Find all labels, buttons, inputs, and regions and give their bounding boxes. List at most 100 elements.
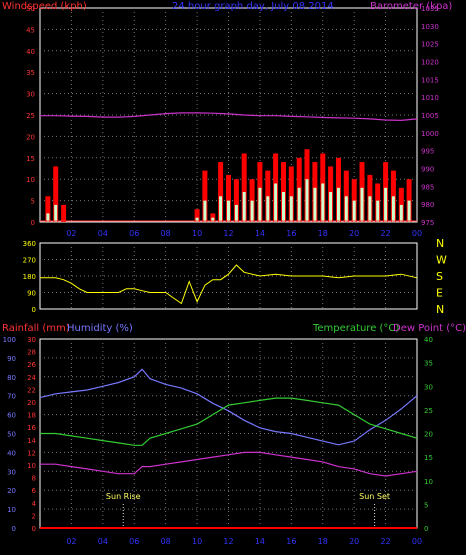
compass-label: N <box>436 237 444 250</box>
rain-tick-label: 12 <box>27 449 36 457</box>
rain-tick-label: 0 <box>32 525 36 533</box>
rain-tick-label: 18 <box>27 412 36 420</box>
wind-speed-bar <box>242 192 246 222</box>
rain-tick-label: 2 <box>32 512 36 520</box>
barometer-tick-label: 1025 <box>421 41 439 49</box>
temperature-tick-label: 20 <box>424 431 433 439</box>
windspeed-tick-label: 45 <box>26 26 35 34</box>
humidity-tick-label: 10 <box>7 506 16 514</box>
rain-tick-label: 16 <box>27 424 36 432</box>
windspeed-tick-label: 5 <box>31 198 35 206</box>
humidity-tick-label: 50 <box>7 431 16 439</box>
wind-speed-bar <box>195 217 199 222</box>
x-tick-label: 14 <box>255 537 265 546</box>
wind-speed-bar <box>337 187 340 222</box>
x-tick-label: 00 <box>412 537 422 546</box>
wind-pressure-panel: 0510152025303540455097598098599099510001… <box>2 1 452 238</box>
panel2-series <box>40 264 418 305</box>
wind-gust-bar <box>202 170 208 222</box>
humidity-tick-label: 40 <box>7 449 16 457</box>
compass-label: W <box>436 254 447 267</box>
wind-speed-bar <box>344 196 348 222</box>
x-tick-label: 12 <box>223 229 233 238</box>
x-tick-label: 12 <box>223 537 233 546</box>
wind-speed-bar <box>46 213 50 222</box>
wind-speed-bar <box>234 204 238 222</box>
wind-gust-bar <box>241 153 247 222</box>
panel1-ticks: 0510152025303540455097598098599099510001… <box>26 5 439 238</box>
wind-speed-bar <box>219 196 223 222</box>
x-tick-label: 08 <box>161 229 171 238</box>
wind-speed-bar <box>289 196 293 222</box>
wind-speed-bar <box>313 187 317 222</box>
windspeed-tick-label: 40 <box>26 48 35 56</box>
direction-tick-label: 90 <box>27 290 36 298</box>
wind-speed-bar <box>399 204 403 222</box>
rain-tick-label: 4 <box>32 500 37 508</box>
humidity-tick-label: 70 <box>7 393 16 401</box>
wind-speed-bar <box>203 200 207 222</box>
rain-tick-label: 26 <box>27 361 36 369</box>
direction-tick-label: 360 <box>23 240 36 248</box>
humidity-tick-label: 100 <box>3 336 16 344</box>
barometer-tick-label: 985 <box>421 183 434 191</box>
barometer-tick-label: 975 <box>421 219 434 227</box>
wind-gust-bar <box>53 166 59 222</box>
compass-label: E <box>436 287 443 300</box>
x-tick-label: 08 <box>161 537 171 546</box>
panel3-grid <box>40 339 417 528</box>
wind-gust-bar <box>61 204 67 222</box>
wind-speed-bar <box>376 200 380 222</box>
wind-speed-bar <box>274 183 278 222</box>
windspeed-tick-label: 20 <box>26 133 35 141</box>
humidity-axis-label: Humidity (%) <box>67 323 133 334</box>
x-tick-label: 20 <box>349 537 359 546</box>
wind-speed-bar <box>258 187 262 222</box>
temperature-tick-label: 0 <box>424 525 428 533</box>
compass-label: S <box>436 270 443 283</box>
rain-tick-label: 14 <box>27 437 36 445</box>
series-temperature <box>40 397 418 446</box>
x-tick-label: 04 <box>98 229 108 238</box>
humidity-tick-label: 0 <box>12 525 16 533</box>
humidity-tick-label: 20 <box>7 487 16 495</box>
barometer-tick-label: 1020 <box>421 59 439 67</box>
x-tick-label: 06 <box>129 537 139 546</box>
barometer-tick-label: 1010 <box>421 94 439 102</box>
temperature-axis-label: Temperature (°C) <box>312 323 399 334</box>
x-tick-label: 14 <box>255 229 265 238</box>
windspeed-tick-label: 50 <box>26 5 35 13</box>
humidity-tick-label: 80 <box>7 374 16 382</box>
panel1-series <box>40 112 418 222</box>
barometer-tick-label: 1005 <box>421 112 439 120</box>
temperature-tick-label: 15 <box>424 454 433 462</box>
rain-tick-label: 8 <box>32 475 36 483</box>
humidity-tick-label: 30 <box>7 468 16 476</box>
rain-tick-label: 28 <box>27 349 36 357</box>
barometer-tick-label: 1015 <box>421 76 439 84</box>
sun-event-label: Sun Rise <box>106 492 141 501</box>
barometer-tick-label: 1030 <box>421 23 439 31</box>
x-tick-label: 06 <box>129 229 139 238</box>
humidity-tick-label: 60 <box>7 412 16 420</box>
panel2-ticks: 0 N 90 E 180 S 270 W 360 N <box>23 237 447 316</box>
wind-gust-bar <box>45 196 51 222</box>
wind-speed-bar <box>368 196 372 222</box>
temp-humidity-panel: 0102030405060708090100024681012141618202… <box>2 323 466 546</box>
temperature-tick-label: 5 <box>424 501 428 509</box>
x-tick-label: 22 <box>380 537 390 546</box>
wind-gust-bar <box>218 162 224 222</box>
rain-tick-label: 30 <box>27 336 36 344</box>
humidity-tick-label: 90 <box>7 355 16 363</box>
wind-gust-bar <box>226 174 231 222</box>
wind-speed-bar <box>266 196 270 222</box>
x-tick-label: 22 <box>380 229 390 238</box>
sun-event-label: Sun Set <box>359 492 390 501</box>
wind-speed-bar <box>54 204 58 222</box>
wind-speed-bar <box>391 196 395 222</box>
barometer-tick-label: 1035 <box>421 5 439 13</box>
barometer-tick-label: 980 <box>421 201 434 209</box>
panel3-ticks: 0102030405060708090100024681012141618202… <box>3 336 433 546</box>
x-tick-label: 00 <box>412 229 422 238</box>
